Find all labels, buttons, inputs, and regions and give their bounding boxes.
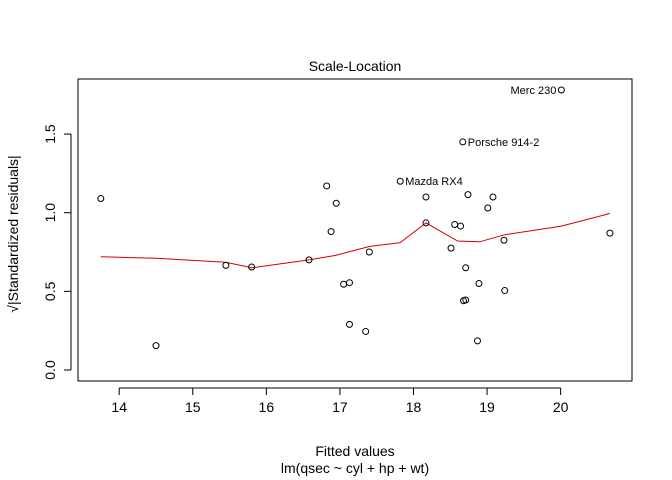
x-tick-label: 14: [111, 399, 127, 415]
y-axis-label: √|Standardized residuals|: [5, 155, 21, 312]
y-axis: 0.0 0.5 1.0 1.5: [42, 124, 72, 380]
point-label: Porsche 914-2: [468, 137, 540, 149]
point-label: Mazda RX4: [405, 176, 462, 188]
x-tick-label: 20: [553, 399, 569, 415]
data-point: [459, 138, 467, 146]
data-point: [305, 256, 313, 264]
data-point: [464, 191, 472, 199]
data-point: [248, 263, 256, 271]
point-label: Merc 230: [511, 85, 557, 97]
plot-frame: [77, 78, 633, 382]
data-point: [332, 199, 340, 207]
x-axis-label: Fitted values: [315, 443, 394, 459]
data-point: [345, 279, 353, 287]
data-point: [557, 86, 565, 94]
point-labels-layer: Mazda RX4 Porsche 914-2 Merc 230: [405, 85, 556, 188]
data-point: [362, 327, 370, 335]
data-point: [152, 342, 160, 350]
x-tick-label: 17: [332, 399, 348, 415]
points-layer: [97, 86, 614, 350]
data-point: [447, 244, 455, 252]
data-point: [422, 193, 430, 201]
x-tick-label: 18: [406, 399, 422, 415]
x-axis: 14 15 16 17 18 19 20: [111, 387, 569, 415]
data-point: [396, 177, 404, 185]
data-point: [422, 219, 430, 227]
data-point: [451, 220, 459, 228]
y-tick-label: 0.5: [42, 281, 58, 301]
smooth-layer: [100, 213, 611, 269]
data-point: [97, 195, 105, 203]
data-point: [222, 261, 230, 269]
x-tick-label: 16: [259, 399, 275, 415]
y-tick-label: 0.0: [42, 360, 58, 380]
x-axis-sublabel: lm(qsec ~ cyl + hp + wt): [281, 460, 429, 476]
smooth-line: [100, 213, 611, 269]
chart-title: Scale-Location: [309, 58, 402, 74]
data-point: [365, 248, 373, 256]
data-point: [345, 320, 353, 328]
data-point: [327, 228, 335, 236]
data-point: [473, 337, 481, 345]
data-point: [340, 280, 348, 288]
data-point: [457, 222, 465, 230]
data-point: [462, 264, 470, 272]
data-point: [501, 287, 509, 295]
data-point: [462, 296, 470, 304]
data-point: [475, 279, 483, 287]
data-point: [489, 193, 497, 201]
data-point: [606, 229, 614, 237]
x-tick-label: 19: [479, 399, 495, 415]
data-point: [484, 204, 492, 212]
x-tick-label: 15: [185, 399, 201, 415]
data-point: [500, 236, 508, 244]
data-point: [323, 182, 331, 190]
y-tick-label: 1.5: [42, 124, 58, 144]
y-tick-label: 1.0: [42, 203, 58, 223]
